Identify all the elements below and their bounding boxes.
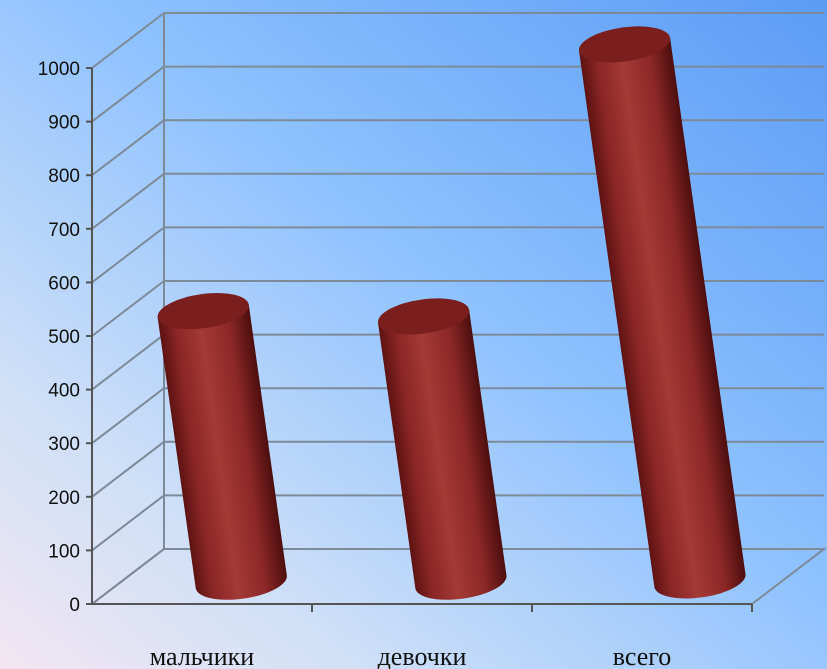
gridline-side (91, 387, 165, 444)
bar-top (377, 298, 470, 335)
y-tick-label: 600 (48, 273, 80, 294)
gridline-side (91, 494, 165, 552)
x-tick-label: мальчики (150, 642, 255, 669)
y-tick-label: 0 (69, 595, 80, 616)
bar-body (579, 37, 746, 599)
axes (86, 67, 753, 612)
gridline-side (91, 12, 165, 69)
y-tick-label: 100 (48, 541, 80, 562)
gridline-side (91, 173, 165, 230)
x-tick-label: всего (613, 642, 672, 669)
y-tick-label: 900 (48, 113, 80, 134)
x-tick-label: девочки (378, 642, 467, 669)
bar (377, 298, 507, 600)
x-tick-labels: мальчики девочки всего (150, 642, 671, 669)
y-tick-label: 200 (48, 488, 80, 509)
y-tick-label: 700 (48, 220, 80, 241)
gridline-side (91, 548, 165, 605)
gridline-side (91, 119, 165, 176)
y-tick-labels: 0 100 200 300 400 500 600 700 800 900 1000 (38, 59, 80, 616)
y-tick-label: 800 (48, 166, 80, 187)
y-tick-label: 400 (48, 381, 80, 402)
bars (157, 26, 746, 600)
y-tick-label: 500 (48, 327, 80, 348)
bar-top (578, 26, 671, 63)
gridline-side (91, 280, 165, 337)
gridline-side (91, 226, 165, 284)
bar-body (378, 310, 507, 600)
y-tick-label: 1000 (38, 59, 80, 80)
bar-top (157, 293, 249, 330)
bar (157, 293, 287, 600)
bar-body (157, 304, 287, 600)
gridline-side (91, 65, 165, 123)
gridline-side (91, 441, 165, 498)
bar (578, 26, 746, 599)
y-tick-label: 300 (48, 434, 80, 455)
gridline-side (91, 333, 165, 391)
